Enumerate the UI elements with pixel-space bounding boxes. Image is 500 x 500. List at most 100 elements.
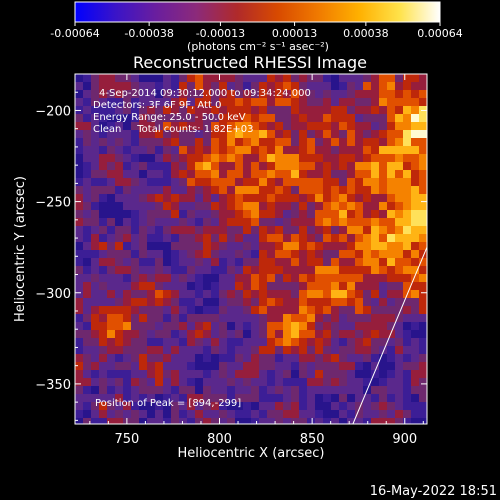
heatmap-cell [259, 178, 267, 186]
heatmap-cell [187, 330, 195, 338]
heatmap-cell [395, 138, 403, 146]
heatmap-cell [115, 122, 123, 130]
heatmap-cell [203, 170, 211, 178]
heatmap-cell [179, 106, 187, 114]
heatmap-cell [203, 298, 211, 306]
heatmap-cell [339, 258, 347, 266]
heatmap-cell [227, 154, 235, 162]
heatmap-cell [347, 418, 355, 424]
heatmap-cell [171, 298, 179, 306]
heatmap-cell [203, 370, 211, 378]
heatmap-cell [419, 242, 427, 250]
heatmap-cell [139, 402, 147, 410]
heatmap-cell [147, 194, 155, 202]
heatmap-cell [227, 370, 235, 378]
heatmap-cell [323, 234, 331, 242]
heatmap-cell [259, 250, 267, 258]
heatmap-cell [131, 378, 139, 386]
heatmap-cell [139, 138, 147, 146]
heatmap-cell [363, 394, 371, 402]
heatmap-cell [163, 202, 171, 210]
heatmap-cell [163, 306, 171, 314]
heatmap-cell [203, 242, 211, 250]
heatmap-cell [195, 186, 203, 194]
heatmap-cell [235, 178, 243, 186]
heatmap-cell [339, 194, 347, 202]
heatmap-cell [163, 386, 171, 394]
heatmap-cell [371, 378, 379, 386]
heatmap-cell [307, 210, 315, 218]
heatmap-cell [123, 282, 131, 290]
heatmap-cell [131, 178, 139, 186]
heatmap-cell [115, 90, 123, 98]
heatmap-cell [83, 282, 91, 290]
heatmap-cell [163, 370, 171, 378]
heatmap-cell [187, 194, 195, 202]
heatmap-cell [147, 354, 155, 362]
heatmap-cell [315, 338, 323, 346]
heatmap-cell [91, 234, 99, 242]
heatmap-cell [411, 74, 419, 82]
heatmap-cell [203, 362, 211, 370]
heatmap-cell [339, 306, 347, 314]
heatmap-cell [171, 74, 179, 82]
heatmap-cell [139, 322, 147, 330]
heatmap-cell [75, 274, 83, 282]
heatmap-cell [291, 218, 299, 226]
heatmap-cell [171, 194, 179, 202]
heatmap-cell [75, 194, 83, 202]
heatmap-cell [363, 362, 371, 370]
heatmap-cell [187, 266, 195, 274]
heatmap-cell [411, 122, 419, 130]
heatmap-cell [107, 354, 115, 362]
heatmap-cell [403, 242, 411, 250]
heatmap-cell [299, 138, 307, 146]
heatmap-cell [211, 330, 219, 338]
heatmap-cell [259, 298, 267, 306]
heatmap-cell [75, 282, 83, 290]
heatmap-cell [387, 362, 395, 370]
heatmap-cell [355, 322, 363, 330]
heatmap-cell [91, 354, 99, 362]
heatmap-cell [331, 330, 339, 338]
heatmap-cell [179, 234, 187, 242]
heatmap-cell [91, 122, 99, 130]
heatmap-cell [227, 338, 235, 346]
heatmap-cell [115, 298, 123, 306]
heatmap-cell [339, 130, 347, 138]
heatmap-cell [259, 338, 267, 346]
heatmap-cell [355, 178, 363, 186]
heatmap-cell [339, 354, 347, 362]
heatmap-cell [171, 322, 179, 330]
heatmap-cell [331, 386, 339, 394]
heatmap-cell [187, 178, 195, 186]
heatmap-cell [115, 386, 123, 394]
heatmap-cell [243, 146, 251, 154]
heatmap-cell [307, 122, 315, 130]
heatmap-cell [107, 330, 115, 338]
heatmap-cell [315, 362, 323, 370]
heatmap-cell [115, 314, 123, 322]
heatmap-cell [99, 338, 107, 346]
heatmap-cell [259, 106, 267, 114]
heatmap-cell [195, 242, 203, 250]
heatmap-cell [139, 234, 147, 242]
heatmap-cell [195, 106, 203, 114]
heatmap-cell [331, 186, 339, 194]
heatmap-cell [403, 194, 411, 202]
heatmap-cell [219, 266, 227, 274]
x-tick-label: 850 [300, 432, 325, 447]
heatmap-cell [315, 74, 323, 82]
heatmap-cell [299, 250, 307, 258]
heatmap-cell [259, 394, 267, 402]
heatmap-cell [275, 210, 283, 218]
heatmap-cell [243, 402, 251, 410]
heatmap-cell [315, 322, 323, 330]
heatmap-cell [363, 130, 371, 138]
heatmap-cell [187, 306, 195, 314]
heatmap-cell [259, 266, 267, 274]
heatmap-cell [283, 362, 291, 370]
heatmap-cell [299, 330, 307, 338]
heatmap-cell [339, 338, 347, 346]
heatmap-cell [363, 410, 371, 418]
